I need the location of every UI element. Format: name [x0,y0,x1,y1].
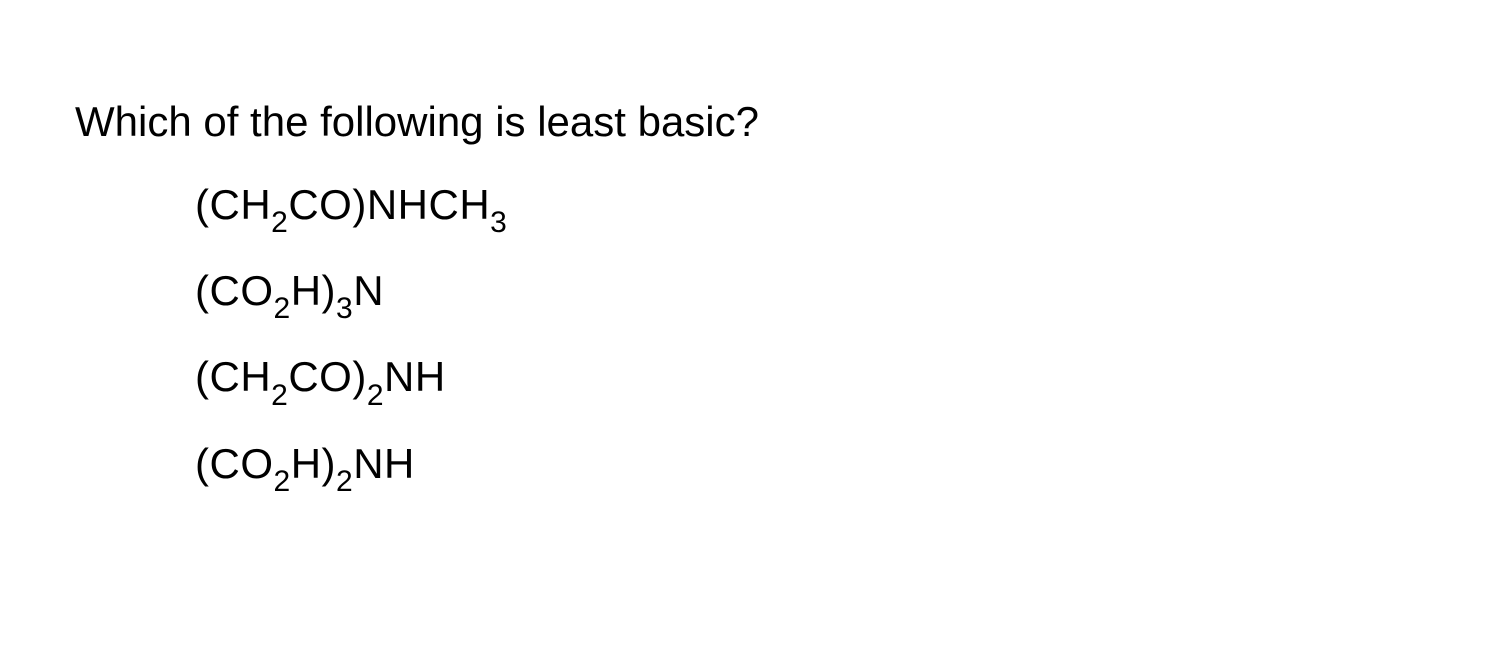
formula-text: (CH [195,181,271,228]
formula-text: CO)NHCH [288,181,490,228]
option-c: (CH2CO)2NH [195,350,1500,410]
formula-text: CO) [288,353,367,400]
formula-text: H) [291,440,336,487]
formula-text: (CO [195,440,274,487]
formula-text: (CH [195,353,271,400]
subscript: 2 [271,206,288,239]
options-list: (CH2CO)NHCH3 (CO2H)3N (CH2CO)2NH (CO2H)2… [75,178,1500,498]
subscript: 2 [274,292,291,325]
question-text: Which of the following is least basic? [75,95,1500,150]
subscript: 2 [336,465,353,498]
option-a: (CH2CO)NHCH3 [195,178,1500,238]
formula-text: (CO [195,267,274,314]
subscript: 3 [336,292,353,325]
subscript: 2 [367,379,384,412]
formula-text: NH [353,440,415,487]
option-b: (CO2H)3N [195,264,1500,324]
option-d: (CO2H)2NH [195,437,1500,497]
formula-text: N [353,267,384,314]
formula-text: NH [384,353,446,400]
formula-text: H) [291,267,336,314]
subscript: 2 [274,465,291,498]
subscript: 2 [271,379,288,412]
subscript: 3 [490,206,507,239]
